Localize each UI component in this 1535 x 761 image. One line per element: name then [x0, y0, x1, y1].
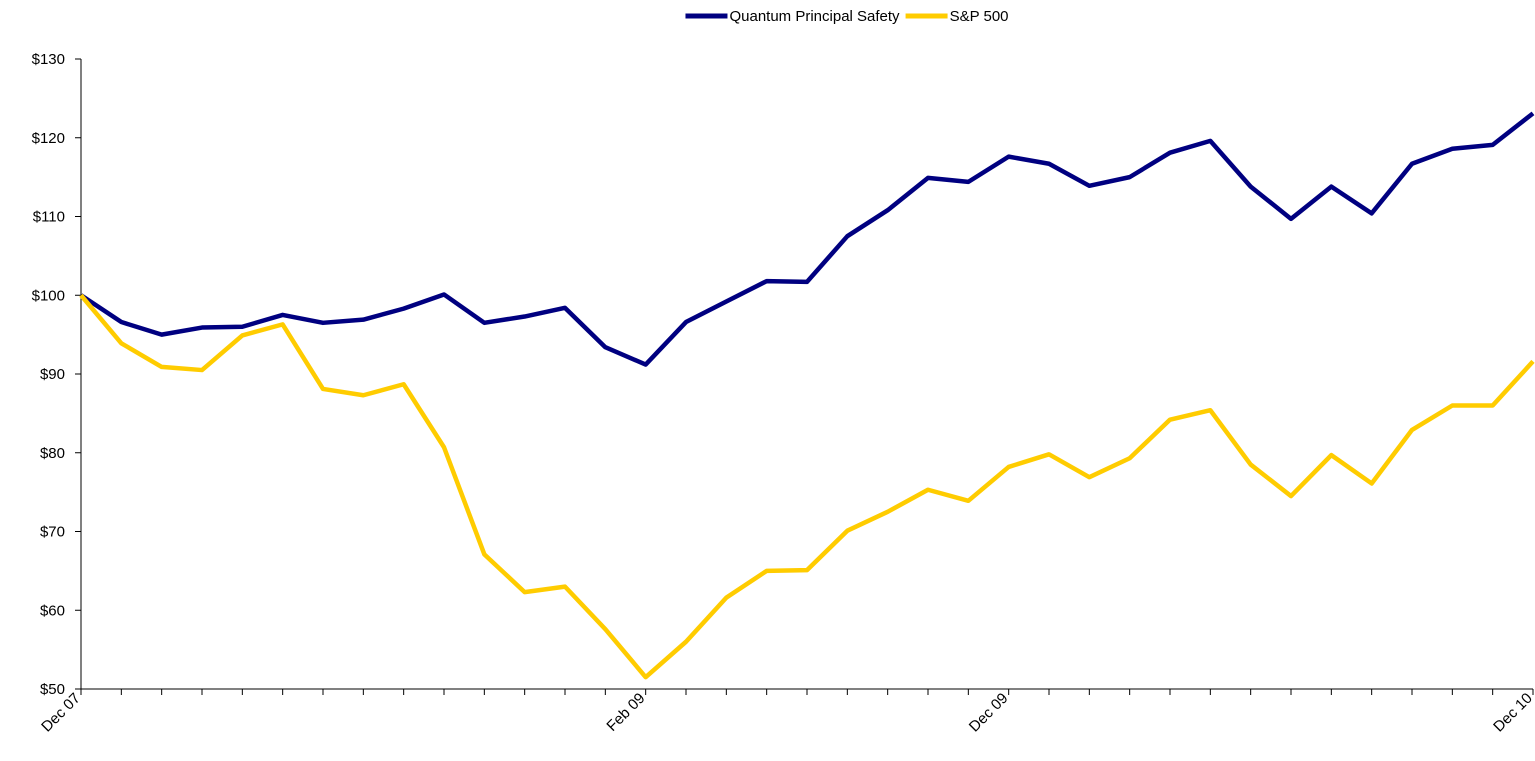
legend: Quantum Principal Safety S&P 500 [685, 8, 1009, 25]
line-series [79, 111, 1535, 367]
x-tick-label: Dec 09 [966, 690, 1012, 736]
y-tick-label: $110 [33, 209, 65, 226]
x-tick-label: Feb 09 [603, 690, 648, 735]
y-tick-label: $70 [40, 524, 65, 541]
line-series [79, 293, 1535, 680]
x-tick-label: Dec 10 [1490, 690, 1535, 736]
y-tick-label: $60 [40, 602, 65, 619]
legend-label: S&P 500 [950, 8, 1009, 25]
y-tick-label: $80 [40, 445, 65, 462]
legend-label: Quantum Principal Safety [729, 8, 900, 25]
y-tick-label: $100 [32, 287, 65, 304]
y-tick-label: $90 [40, 366, 65, 383]
y-tick-label: $50 [40, 681, 65, 698]
y-tick-label: $130 [32, 51, 65, 68]
y-tick-label: $120 [32, 130, 65, 147]
